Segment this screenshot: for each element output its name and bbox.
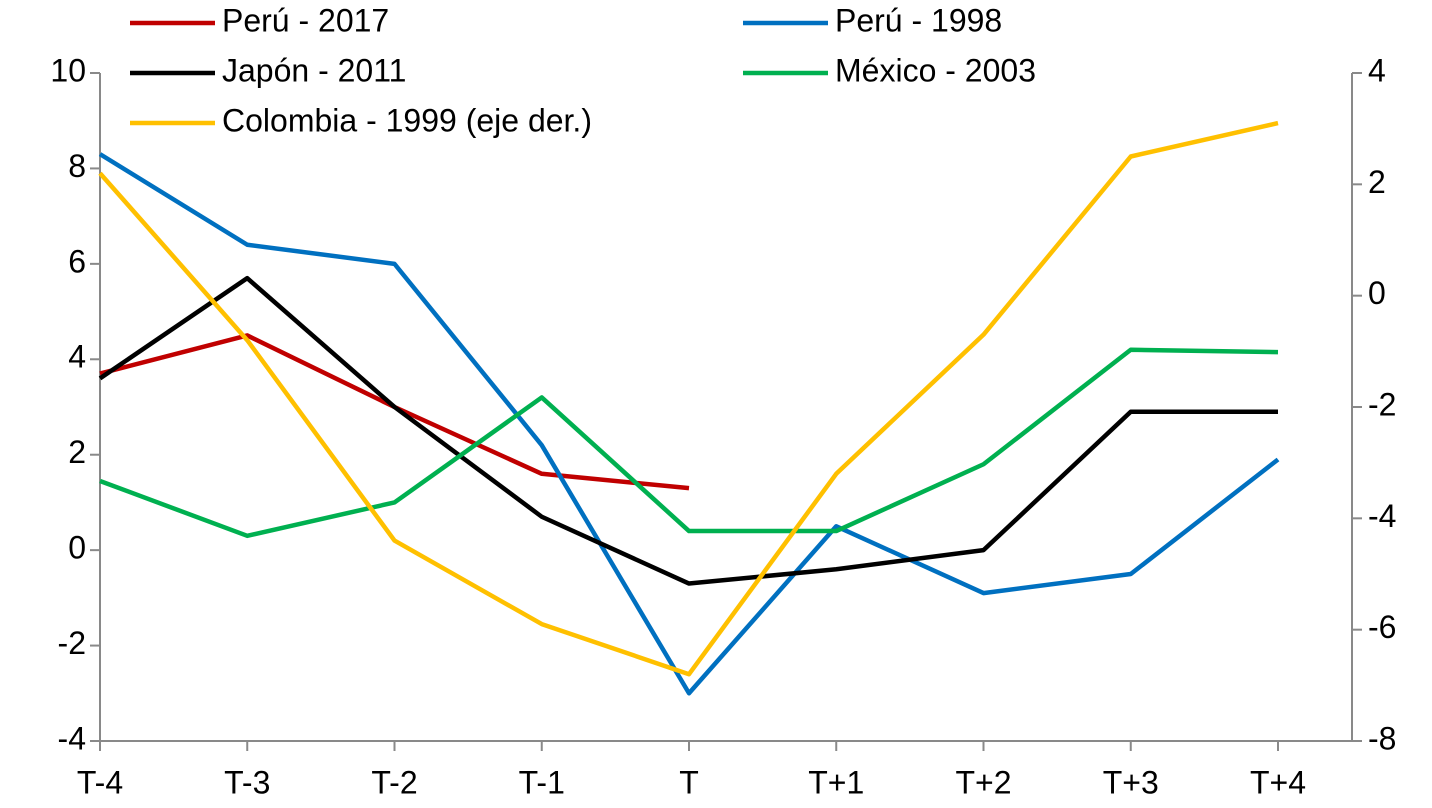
series-line (99, 347, 1279, 539)
y2-tick-label: -4 (1368, 498, 1396, 534)
x-tick-label: T (679, 764, 699, 800)
legend-label: Japón - 2011 (222, 52, 406, 88)
y2-tick-label: 2 (1368, 164, 1386, 200)
x-tick-label: T+1 (808, 764, 864, 800)
y-tick-label: 10 (50, 52, 86, 88)
x-tick-label: T+4 (1250, 764, 1306, 800)
y-tick-label: 0 (68, 530, 86, 566)
y2-tick-label: 0 (1368, 275, 1386, 311)
x-tick-label: T-1 (519, 764, 565, 800)
y-tick-label: 6 (68, 243, 86, 279)
series-line (98, 120, 1279, 677)
legend-label: Colombia - 1999 (eje der.) (222, 102, 592, 138)
y2-tick-label: -2 (1368, 386, 1396, 422)
y2-tick-label: 4 (1368, 52, 1386, 88)
x-tick-label: T+2 (955, 764, 1011, 800)
x-tick-label: T-2 (371, 764, 417, 800)
legend-label: México - 2003 (835, 52, 1036, 88)
y-tick-label: -4 (58, 720, 86, 756)
x-tick-label: T+3 (1103, 764, 1159, 800)
legend-label: Perú - 1998 (835, 2, 1002, 38)
y-tick-label: 4 (68, 339, 86, 375)
y-tick-label: 2 (68, 434, 86, 470)
legend-label: Perú - 2017 (222, 2, 389, 38)
y2-tick-label: -6 (1368, 609, 1396, 645)
y2-tick-label: -8 (1368, 720, 1396, 756)
series-line (99, 333, 690, 491)
x-tick-label: T-4 (77, 764, 123, 800)
y-tick-label: -2 (58, 625, 86, 661)
series-line (98, 275, 1278, 586)
series-line (98, 152, 1280, 696)
y-tick-label: 8 (68, 148, 86, 184)
x-tick-label: T-3 (224, 764, 270, 800)
